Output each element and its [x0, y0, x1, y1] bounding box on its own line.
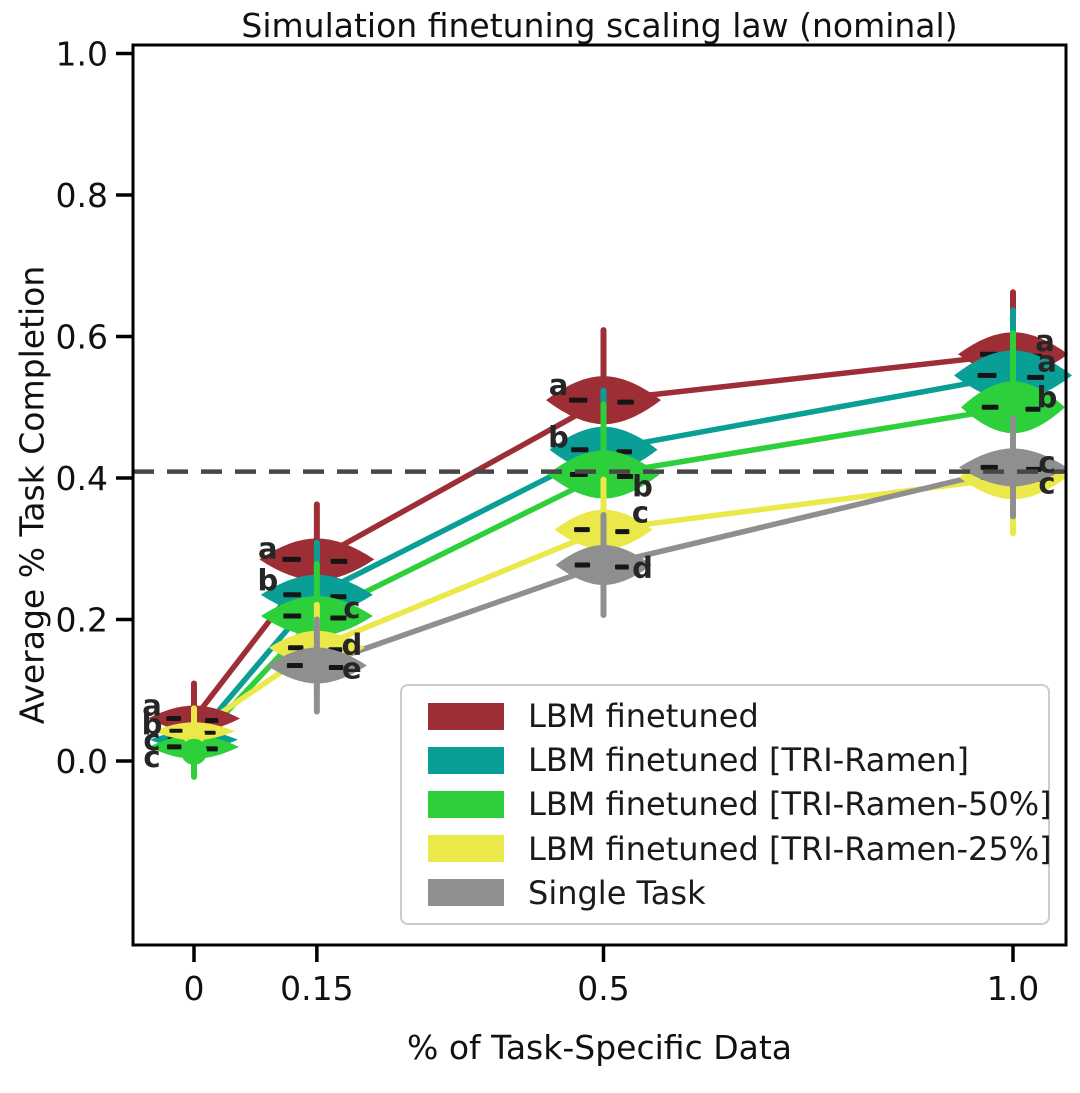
- legend-label: Single Task: [528, 873, 706, 912]
- legend-label: LBM finetuned [TRI-Ramen-50%]: [528, 785, 1052, 824]
- quartile-dash: [283, 592, 302, 598]
- y-tick-label: 0.4: [56, 459, 108, 498]
- x-tick-label: 1.0: [987, 969, 1039, 1008]
- quartile-dash: [286, 662, 303, 668]
- legend-item-lbm-finetuned-tri-ramen-50: LBM finetuned [TRI-Ramen-50%]: [428, 785, 1052, 823]
- quartile-dash: [205, 718, 219, 724]
- quartile-dash: [203, 730, 216, 735]
- y-tick-label: 0.8: [56, 176, 108, 215]
- group-letter: c: [632, 496, 649, 530]
- quartile-dash: [204, 746, 218, 752]
- group-letter: c: [343, 591, 360, 625]
- group-letter: b: [548, 421, 569, 455]
- group-letter: a: [1037, 344, 1057, 378]
- x-tick-label: 0.15: [280, 969, 353, 1008]
- series-line-lbm-finetuned-tri-ramen-25: [191, 474, 1016, 735]
- legend-swatch: [428, 879, 504, 907]
- series-line-lbm-finetuned-tri-ramen: [191, 372, 1016, 743]
- y-tick-label: 0.6: [56, 318, 108, 357]
- legend: LBM finetuned LBM finetuned [TRI-Ramen] LB…: [400, 684, 1052, 925]
- legend-item-lbm-finetuned-tri-ramen-25: LBM finetuned [TRI-Ramen-25%]: [428, 830, 1052, 868]
- violin-body: [555, 545, 652, 586]
- quartile-dash: [169, 728, 183, 733]
- group-letter: a: [549, 368, 569, 402]
- group-letter: c: [1038, 445, 1055, 479]
- quartile-dash: [330, 594, 347, 600]
- violin-body: [959, 448, 1067, 487]
- quartile-dash: [167, 744, 182, 750]
- y-tick-label: 1.0: [56, 35, 108, 74]
- quartile-dash: [1027, 374, 1045, 380]
- y-axis-label: Average % Task Completion: [12, 265, 52, 725]
- quartile-dash: [1025, 406, 1041, 412]
- quartile-dash: [288, 645, 304, 651]
- group-letter: e: [342, 651, 362, 685]
- group-letter: b: [632, 469, 653, 503]
- legend-item-lbm-finetuned-tri-ramen: LBM finetuned [TRI-Ramen]: [428, 741, 1038, 779]
- group-letter: d: [632, 551, 653, 585]
- group-letter: c: [1038, 466, 1055, 500]
- quartile-dash: [283, 613, 302, 619]
- series-line-lbm-finetuned-tri-ramen-50: [191, 404, 1016, 750]
- quartile-dash: [616, 449, 633, 455]
- x-tick-label: 0: [184, 969, 205, 1008]
- legend-swatch: [428, 746, 504, 774]
- quartile-dash: [328, 664, 344, 670]
- legend-label: LBM finetuned [TRI-Ramen]: [528, 741, 969, 780]
- mean-marker: [181, 738, 207, 765]
- group-letter: c: [143, 740, 160, 774]
- quartile-dash: [980, 464, 998, 470]
- quartile-dash: [330, 558, 348, 564]
- series-line-lbm-finetuned: [191, 351, 1016, 722]
- legend-swatch: [428, 702, 504, 730]
- group-letter: a: [258, 531, 278, 565]
- group-letter: b: [257, 564, 278, 598]
- legend-label: LBM finetuned [TRI-Ramen-25%]: [528, 829, 1052, 868]
- x-tick-label: 0.5: [577, 969, 629, 1008]
- quartile-dash: [571, 447, 589, 453]
- quartile-dash: [615, 564, 629, 570]
- group-letter: b: [142, 707, 163, 741]
- quartile-dash: [574, 527, 590, 533]
- group-letter: c: [143, 723, 160, 757]
- quartile-dash: [616, 473, 634, 479]
- quartile-dash: [574, 562, 591, 568]
- violin-body: [961, 381, 1065, 434]
- legend-item-lbm-finetuned: LBM finetuned: [428, 697, 1038, 735]
- y-tick-label: 0.0: [56, 742, 108, 781]
- x-axis-label: % of Task-Specific Data: [407, 1028, 792, 1067]
- violin-body: [547, 450, 660, 499]
- plot-border: [131, 43, 1068, 947]
- legend-swatch: [428, 835, 504, 863]
- group-letter: a: [1035, 324, 1055, 358]
- quartile-dash: [617, 399, 634, 405]
- y-tick-label: 0.2: [56, 601, 108, 640]
- quartile-dash: [282, 556, 301, 562]
- quartile-dash: [166, 716, 182, 722]
- quartile-dash: [615, 529, 630, 535]
- legend-item-single-task: Single Task: [428, 874, 1038, 912]
- group-letter: a: [142, 689, 162, 723]
- quartile-dash: [981, 404, 999, 410]
- quartile-dash: [330, 615, 347, 621]
- violin-body: [266, 647, 367, 684]
- series-violins-single-task: [266, 415, 1067, 715]
- quartile-dash: [977, 372, 997, 378]
- quartile-dash: [569, 397, 588, 403]
- legend-label: LBM finetuned: [528, 697, 759, 736]
- group-letter: d: [341, 628, 362, 662]
- legend-swatch: [428, 790, 504, 818]
- group-letter: b: [1037, 380, 1058, 414]
- chart-title: Simulation finetuning scaling law (nomin…: [241, 6, 958, 45]
